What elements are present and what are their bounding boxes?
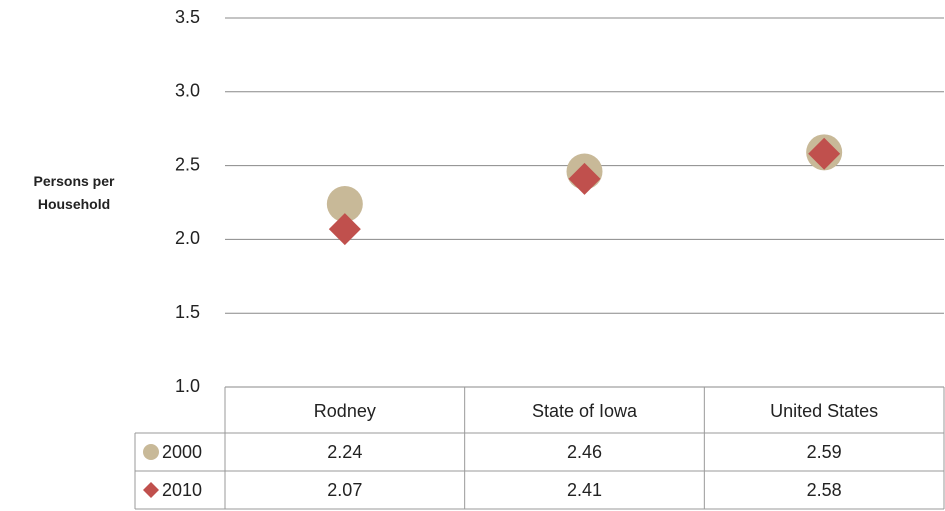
table-value: 2.58 [807,480,842,500]
x-tick-label: State of Iowa [532,401,638,421]
point [808,137,841,170]
table-value: 2.59 [807,442,842,462]
point [326,185,363,222]
legend-marker [143,444,159,460]
point [328,213,361,246]
y-tick-label: 1.0 [175,376,200,396]
y-tick-label: 3.0 [175,81,200,101]
x-tick-label: United States [770,401,878,421]
y-tick-label: 1.5 [175,302,200,322]
table-value: 2.41 [567,480,602,500]
legend-label: 2000 [162,442,202,462]
x-tick-label: Rodney [314,401,376,421]
y-tick-label: 2.0 [175,228,200,248]
legend-label: 2010 [162,480,202,500]
table-value: 2.24 [327,442,362,462]
y-axis-label: Persons per Household [33,173,115,212]
point [568,162,601,195]
table-value: 2.46 [567,442,602,462]
table-value: 2.07 [327,480,362,500]
y-tick-label: 3.5 [175,7,200,27]
legend-marker [143,482,159,498]
y-tick-label: 2.5 [175,154,200,174]
